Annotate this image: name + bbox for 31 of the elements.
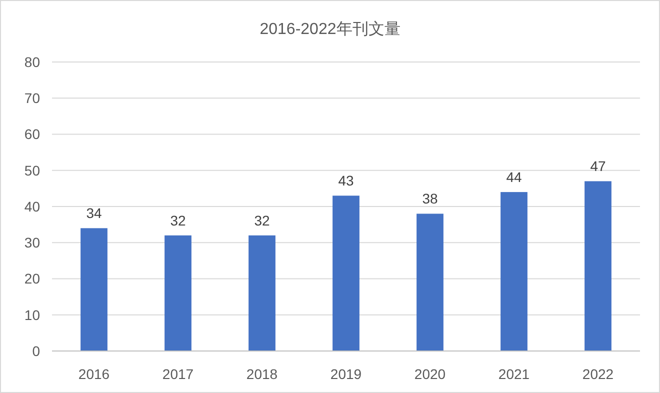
x-tick-label: 2019 xyxy=(330,366,362,382)
bar xyxy=(248,235,276,351)
data-label: 47 xyxy=(590,158,606,174)
x-tick-label: 2016 xyxy=(78,366,110,382)
y-tick-label: 80 xyxy=(24,54,40,70)
y-tick-label: 0 xyxy=(32,342,40,359)
data-label: 44 xyxy=(506,169,522,186)
y-tick-label: 60 xyxy=(24,126,40,142)
data-label: 34 xyxy=(86,205,102,222)
x-tick-label: 2022 xyxy=(582,366,614,382)
y-tick-label: 70 xyxy=(24,90,40,106)
y-tick-label: 40 xyxy=(24,198,40,214)
x-tick-label: 2020 xyxy=(414,366,446,382)
chart-title: 2016-2022年刊文量 xyxy=(260,20,400,38)
bar xyxy=(164,235,192,351)
y-tick-label: 10 xyxy=(24,306,40,323)
y-tick-label: 50 xyxy=(24,162,40,178)
y-tick-label: 20 xyxy=(24,270,40,287)
x-tick-label: 2018 xyxy=(246,366,278,382)
bar xyxy=(584,181,612,351)
bar xyxy=(332,196,360,351)
data-label: 32 xyxy=(254,212,270,228)
data-label: 32 xyxy=(170,212,186,228)
bar xyxy=(416,214,444,351)
x-tick-label: 2021 xyxy=(498,366,530,382)
bar xyxy=(500,192,528,351)
data-label: 43 xyxy=(338,172,354,189)
y-tick-label: 30 xyxy=(24,234,40,251)
bar xyxy=(80,228,108,351)
data-label: 38 xyxy=(422,190,438,207)
x-tick-label: 2017 xyxy=(162,366,194,382)
